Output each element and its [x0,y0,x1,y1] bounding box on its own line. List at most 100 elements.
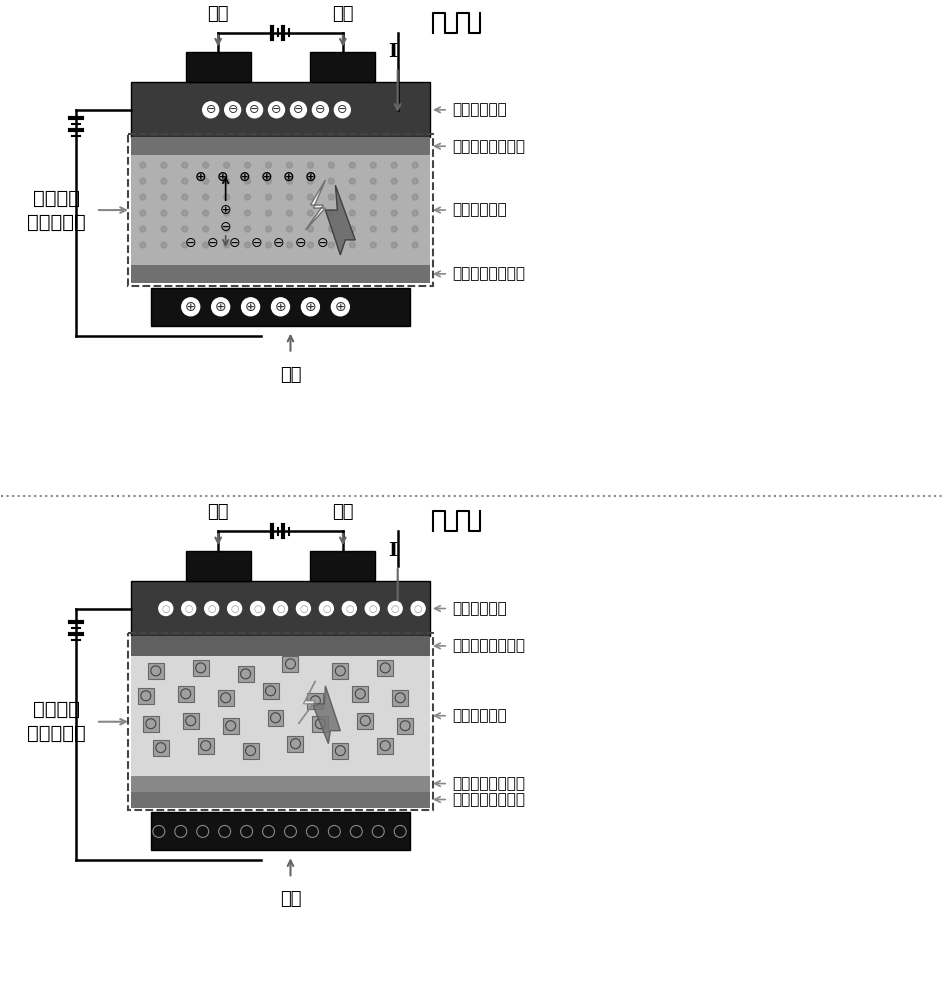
Circle shape [159,602,173,616]
Text: ○: ○ [299,604,308,614]
Circle shape [301,298,319,316]
Circle shape [286,194,292,200]
Circle shape [244,210,250,216]
Circle shape [334,102,350,118]
Circle shape [328,162,334,168]
Circle shape [312,102,328,118]
Bar [131,82,430,137]
Text: 电荷阻挡绝缘介质: 电荷阻挡绝缘介质 [451,139,525,154]
Circle shape [203,178,209,184]
Circle shape [307,162,313,168]
Circle shape [307,194,313,200]
Text: ⊕: ⊕ [216,170,228,184]
Bar [223,718,238,734]
Circle shape [296,602,310,616]
Bar [151,812,410,850]
Text: 电荷阻挡绝缘介质: 电荷阻挡绝缘介质 [451,776,525,791]
Text: ⊖: ⊖ [220,220,231,234]
Bar [131,636,430,656]
Polygon shape [312,686,340,744]
Circle shape [181,194,188,200]
Circle shape [286,210,292,216]
Bar [131,137,430,155]
Circle shape [181,226,188,232]
Circle shape [412,210,417,216]
Circle shape [286,226,292,232]
Text: 栅极: 栅极 [279,366,301,384]
Circle shape [307,242,313,248]
Circle shape [271,298,289,316]
Circle shape [224,194,229,200]
Text: ○: ○ [413,604,422,614]
Bar [392,690,408,706]
Circle shape [307,226,313,232]
Text: 电荷阻挡绝缘介质: 电荷阻挡绝缘介质 [451,266,525,281]
Text: 载流子传输层: 载流子传输层 [451,102,506,117]
Bar [332,663,348,679]
Bar [310,551,375,581]
Bar [131,155,430,265]
Polygon shape [305,180,325,230]
Bar [127,134,432,286]
Bar [138,688,154,704]
Circle shape [391,194,396,200]
Text: ⊖: ⊖ [228,236,240,250]
Bar [131,265,430,283]
Bar [217,690,233,706]
Circle shape [370,226,376,232]
Text: ○: ○ [276,604,284,614]
Text: ○: ○ [391,604,399,614]
Circle shape [391,242,396,248]
Circle shape [328,242,334,248]
Circle shape [140,162,145,168]
Circle shape [370,210,376,216]
Circle shape [349,242,355,248]
Text: ⊖: ⊖ [249,103,260,116]
Circle shape [391,162,396,168]
Circle shape [370,178,376,184]
Bar [377,660,393,676]
Circle shape [342,602,356,616]
Text: ○: ○ [322,604,330,614]
Circle shape [160,178,167,184]
Text: ⊕: ⊕ [334,300,346,314]
Circle shape [412,178,417,184]
Text: ⊕: ⊕ [244,300,256,314]
Circle shape [250,602,264,616]
Circle shape [244,194,250,200]
Bar [131,581,430,636]
Text: ⊕: ⊕ [239,170,250,184]
Text: 漏极: 漏极 [331,503,353,521]
Circle shape [331,298,349,316]
Circle shape [328,194,334,200]
Text: ⊖: ⊖ [228,103,238,116]
Circle shape [349,178,355,184]
Circle shape [140,226,145,232]
Text: ⊖: ⊖ [205,103,215,116]
Bar [262,683,278,699]
Text: 光电响应介质: 光电响应介质 [451,708,506,723]
Circle shape [160,194,167,200]
Circle shape [349,162,355,168]
Bar [332,743,348,759]
Circle shape [224,162,229,168]
Circle shape [365,602,379,616]
Bar [153,740,169,756]
Text: ○: ○ [184,604,193,614]
Circle shape [160,162,167,168]
Text: 复合介电层: 复合介电层 [26,724,85,743]
Circle shape [286,178,292,184]
Text: ⊖: ⊖ [185,236,196,250]
Text: ⊕: ⊕ [214,300,227,314]
Bar [377,738,393,754]
Circle shape [265,178,271,184]
Bar [186,52,250,82]
Circle shape [244,226,250,232]
Circle shape [286,242,292,248]
Circle shape [203,102,218,118]
Text: ⊖: ⊖ [250,236,262,250]
Circle shape [290,102,306,118]
Circle shape [160,242,167,248]
Bar [182,713,198,729]
Bar [131,792,430,808]
